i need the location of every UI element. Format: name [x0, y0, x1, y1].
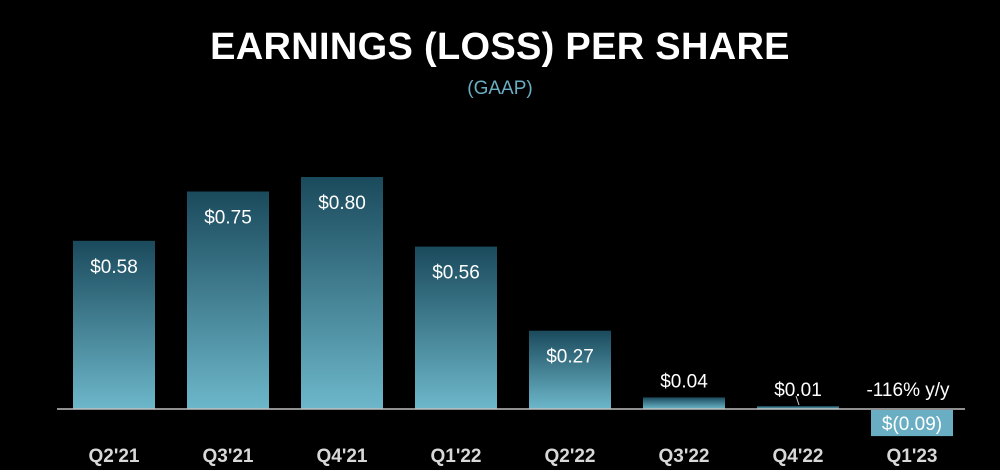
value-label-Q1'23: $(0.09)	[882, 414, 942, 435]
bar-Q4'21	[301, 177, 383, 409]
yoy-annotation: -116% y/y	[866, 380, 950, 401]
category-label-Q3'21: Q3'21	[203, 446, 254, 467]
bar-Q3'22	[643, 397, 725, 409]
bar-Q4'22	[757, 406, 839, 409]
value-label-Q4'22: $0.01	[774, 380, 822, 401]
category-label-Q3'22: Q3'22	[659, 446, 710, 467]
labels-group: $0.58 Q2'21 $0.75 Q3'21 $0.80 Q4'21 $0.56 Q1'22…	[89, 193, 951, 467]
bar-Q3'21	[187, 191, 269, 409]
value-label-Q3'21: $0.75	[204, 208, 252, 229]
value-label-Q3'22: $0.04	[660, 371, 708, 392]
bar-Q2'22	[529, 330, 611, 409]
category-label-Q2'22: Q2'22	[545, 446, 596, 467]
bar-Q1'22	[415, 246, 497, 409]
value-label-Q2'21: $0.58	[90, 257, 138, 278]
category-label-Q4'21: Q4'21	[317, 446, 368, 467]
category-label-Q1'23: Q1'23	[887, 446, 938, 467]
category-label-Q1'22: Q1'22	[431, 446, 482, 467]
chart-subtitle: (GAAP)	[467, 78, 533, 99]
chart-title: EARNINGS (LOSS) PER SHARE	[210, 26, 790, 68]
value-label-Q4'21: $0.80	[318, 193, 366, 214]
value-label-Q2'22: $0.27	[546, 347, 594, 368]
leader-line	[795, 395, 800, 406]
bar-Q1'23	[871, 410, 953, 437]
value-label-Q1'22: $0.56	[432, 263, 480, 284]
bar-Q2'21	[73, 240, 155, 409]
bars-group	[73, 177, 953, 437]
category-label-Q2'21: Q2'21	[89, 446, 140, 467]
category-label-Q4'22: Q4'22	[773, 446, 824, 467]
